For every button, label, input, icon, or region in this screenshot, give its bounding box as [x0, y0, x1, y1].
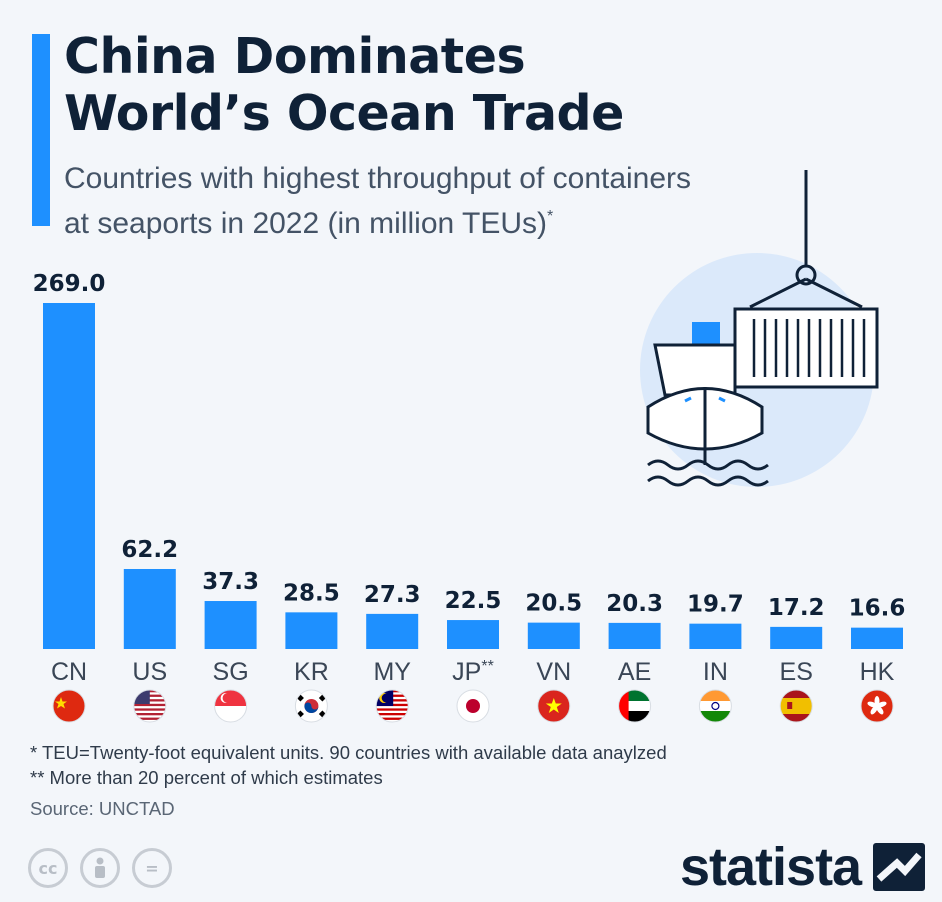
india-flag-icon — [698, 689, 732, 723]
value-label: 20.3 — [606, 591, 663, 617]
source-text: Source: UNCTAD — [30, 798, 175, 819]
value-label: 17.2 — [768, 595, 825, 621]
title-line-2: World’s Ocean Trade — [64, 85, 624, 142]
value-label: 27.3 — [364, 582, 421, 608]
ship-container-illustration — [640, 170, 879, 487]
bar-vn — [527, 622, 580, 649]
bar-cn — [43, 303, 95, 649]
uae-flag-icon — [618, 689, 652, 723]
subtitle-line-2: at seaports in 2022 (in million TEUs)* — [64, 198, 691, 243]
category-label: VN — [536, 658, 571, 686]
bar-kr — [285, 612, 338, 649]
subtitle: Countries with highest throughput of con… — [64, 160, 691, 243]
license-icons: cc = — [28, 848, 172, 888]
footnote-2: ** More than 20 percent of which estimat… — [30, 767, 383, 788]
bar-in — [689, 623, 742, 649]
category-label: SG — [213, 658, 249, 686]
category-label: HK — [860, 658, 895, 686]
value-label: 22.5 — [445, 588, 502, 614]
malaysia-flag-icon — [375, 689, 409, 723]
attribution-icon[interactable] — [80, 848, 120, 888]
japan-flag-icon — [456, 689, 490, 723]
bar-my — [366, 613, 419, 649]
accent-bar — [32, 34, 50, 226]
bar-sg — [204, 601, 257, 649]
statista-logo-icon — [873, 843, 926, 891]
south-korea-flag-icon — [294, 689, 328, 723]
subtitle-line-2-text: at seaports in 2022 (in million TEUs) — [64, 207, 547, 240]
bar-ae — [608, 622, 661, 649]
value-label: 269.0 — [33, 271, 106, 297]
usa-flag-icon — [133, 689, 167, 723]
bar-chart: 269.0 62.2 37.3 28.5 27.3 22.5 20.5 20.3 19.7 17.… — [33, 271, 906, 723]
singapore-flag-icon — [214, 689, 248, 723]
cc-icon[interactable]: cc — [28, 848, 68, 888]
bar-es — [770, 626, 823, 649]
vietnam-flag-icon — [537, 689, 571, 723]
subtitle-line-1: Countries with highest throughput of con… — [64, 162, 692, 195]
footnote-1: * TEU=Twenty-foot equivalent units. 90 c… — [30, 742, 667, 763]
china-flag-icon — [52, 689, 86, 723]
category-label: US — [132, 658, 167, 686]
flags-group — [52, 689, 894, 723]
hong-kong-flag-icon — [860, 689, 894, 723]
value-label: 20.5 — [525, 591, 582, 617]
bars-group — [43, 303, 903, 649]
category-label: CN — [51, 658, 87, 686]
statista-logo[interactable]: statista — [680, 837, 926, 897]
category-label: JP** — [452, 658, 494, 686]
value-label: 37.3 — [202, 569, 259, 595]
category-label: KR — [294, 658, 329, 686]
category-label: AE — [618, 658, 651, 686]
value-label: 28.5 — [283, 580, 340, 606]
category-label: MY — [373, 658, 411, 686]
bar-jp — [447, 620, 499, 649]
subtitle-footnote-mark: * — [547, 208, 554, 225]
value-labels-group: 269.0 62.2 37.3 28.5 27.3 22.5 20.5 20.3 19.7 17.… — [33, 271, 906, 622]
value-label: 62.2 — [121, 537, 178, 563]
page-title: China Dominates World’s Ocean Trade — [64, 28, 624, 142]
bar-us — [123, 568, 176, 649]
bar-hk — [851, 627, 903, 649]
category-labels-group: CN US SG KR MY JP** VN AE IN ES HK — [51, 658, 895, 686]
category-label: ES — [780, 658, 813, 686]
value-label: 19.7 — [687, 592, 744, 618]
title-line-1: China Dominates — [64, 28, 526, 85]
brand-name: statista — [680, 837, 862, 897]
spain-flag-icon — [779, 689, 813, 723]
value-label: 16.6 — [849, 596, 906, 622]
footnotes: * TEU=Twenty-foot equivalent units. 90 c… — [30, 740, 667, 821]
no-derivatives-icon[interactable]: = — [132, 848, 172, 888]
category-label: IN — [703, 658, 728, 686]
